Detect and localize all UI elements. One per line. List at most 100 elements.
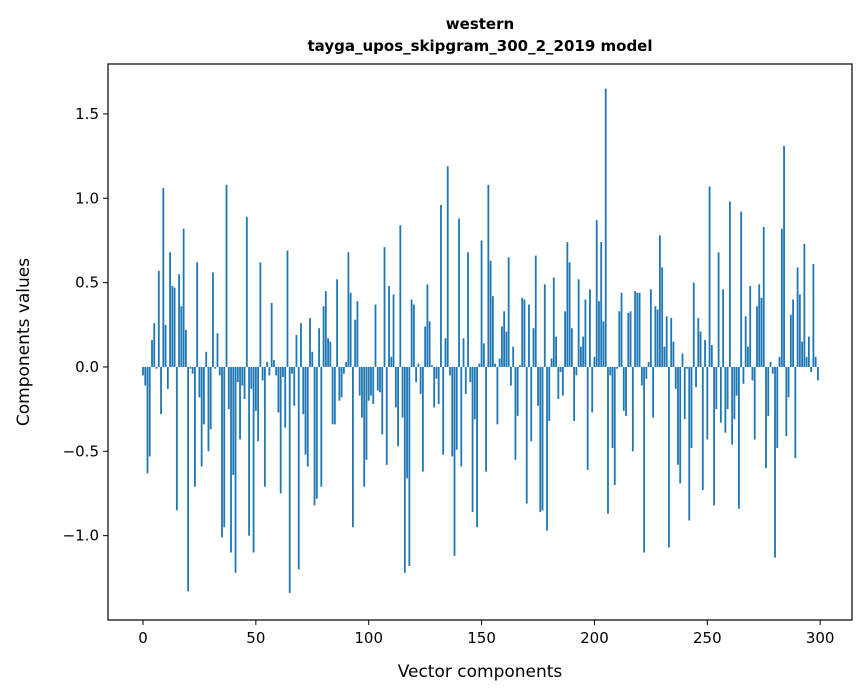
bar xyxy=(469,366,472,383)
bar xyxy=(783,145,785,367)
bar xyxy=(568,262,571,367)
bar xyxy=(812,264,815,367)
bar xyxy=(631,366,634,452)
bar xyxy=(573,366,576,421)
bar xyxy=(686,366,688,369)
bar xyxy=(191,366,194,374)
bar xyxy=(194,366,196,487)
bar xyxy=(372,366,375,405)
bar xyxy=(254,366,257,411)
bar xyxy=(166,366,169,389)
bar xyxy=(769,361,772,367)
bar xyxy=(473,366,476,420)
bar xyxy=(747,346,749,367)
bar xyxy=(277,366,280,413)
bar xyxy=(548,366,551,421)
bar xyxy=(636,292,639,367)
bar xyxy=(672,341,675,367)
bar xyxy=(336,279,339,367)
bar xyxy=(598,301,600,367)
bar xyxy=(785,366,788,437)
bar xyxy=(173,287,176,367)
bar xyxy=(609,366,612,376)
bar xyxy=(724,366,727,433)
bar xyxy=(388,285,390,367)
bar xyxy=(792,299,794,367)
bar xyxy=(663,346,666,367)
bar xyxy=(794,366,797,459)
bar xyxy=(719,366,722,423)
bar xyxy=(789,314,792,367)
y-tick-label: 1.0 xyxy=(75,189,99,207)
bar xyxy=(460,366,463,467)
bar xyxy=(275,366,278,376)
bar xyxy=(713,366,715,506)
bar xyxy=(704,339,706,367)
x-tick-label: 50 xyxy=(246,629,265,647)
bar xyxy=(315,366,318,499)
bar xyxy=(148,366,151,457)
bar xyxy=(649,289,652,367)
bar xyxy=(530,366,533,442)
bar xyxy=(593,356,596,367)
bar xyxy=(322,306,325,367)
bar xyxy=(731,366,734,445)
x-tick-label: 200 xyxy=(580,629,609,647)
bar xyxy=(370,366,372,396)
y-tick-label: 0.5 xyxy=(75,274,99,292)
bar xyxy=(187,366,190,592)
bar xyxy=(363,366,366,487)
bar xyxy=(212,272,214,367)
bar xyxy=(218,366,221,376)
bar xyxy=(584,299,587,367)
bar xyxy=(728,201,731,367)
bar xyxy=(446,166,449,367)
bar xyxy=(471,366,474,513)
bar xyxy=(203,366,205,425)
bar xyxy=(270,302,273,367)
bar xyxy=(665,316,668,367)
bar xyxy=(207,366,210,452)
bar xyxy=(284,366,287,428)
bar xyxy=(412,304,415,367)
bar xyxy=(733,366,736,420)
bar xyxy=(539,366,542,513)
bar xyxy=(514,366,517,460)
bar xyxy=(327,338,329,367)
bar xyxy=(638,292,641,367)
bar xyxy=(543,284,546,367)
bar xyxy=(810,366,813,373)
bar xyxy=(765,366,767,469)
bar xyxy=(494,363,497,367)
bar xyxy=(640,366,643,386)
bar xyxy=(196,262,199,367)
bar xyxy=(273,360,275,367)
bar xyxy=(221,366,223,538)
bar xyxy=(383,247,386,367)
bar xyxy=(361,366,363,418)
bar xyxy=(701,366,704,491)
bar xyxy=(239,366,241,440)
bar xyxy=(392,294,395,367)
bar xyxy=(227,366,230,410)
bar xyxy=(397,366,399,447)
bar xyxy=(401,366,404,418)
bar xyxy=(205,351,208,367)
bar xyxy=(478,363,481,367)
bar xyxy=(209,366,212,430)
bar xyxy=(523,299,526,367)
bar xyxy=(681,353,684,367)
bar xyxy=(162,188,165,367)
y-tick-label: −1.0 xyxy=(63,527,99,545)
bar xyxy=(331,366,334,425)
bar xyxy=(313,366,316,506)
bar xyxy=(464,366,467,394)
bar xyxy=(184,329,187,367)
bar xyxy=(602,321,605,367)
bar xyxy=(385,366,388,465)
bar xyxy=(622,366,625,411)
bar xyxy=(679,366,682,484)
bar xyxy=(241,366,244,386)
bar xyxy=(505,331,508,367)
